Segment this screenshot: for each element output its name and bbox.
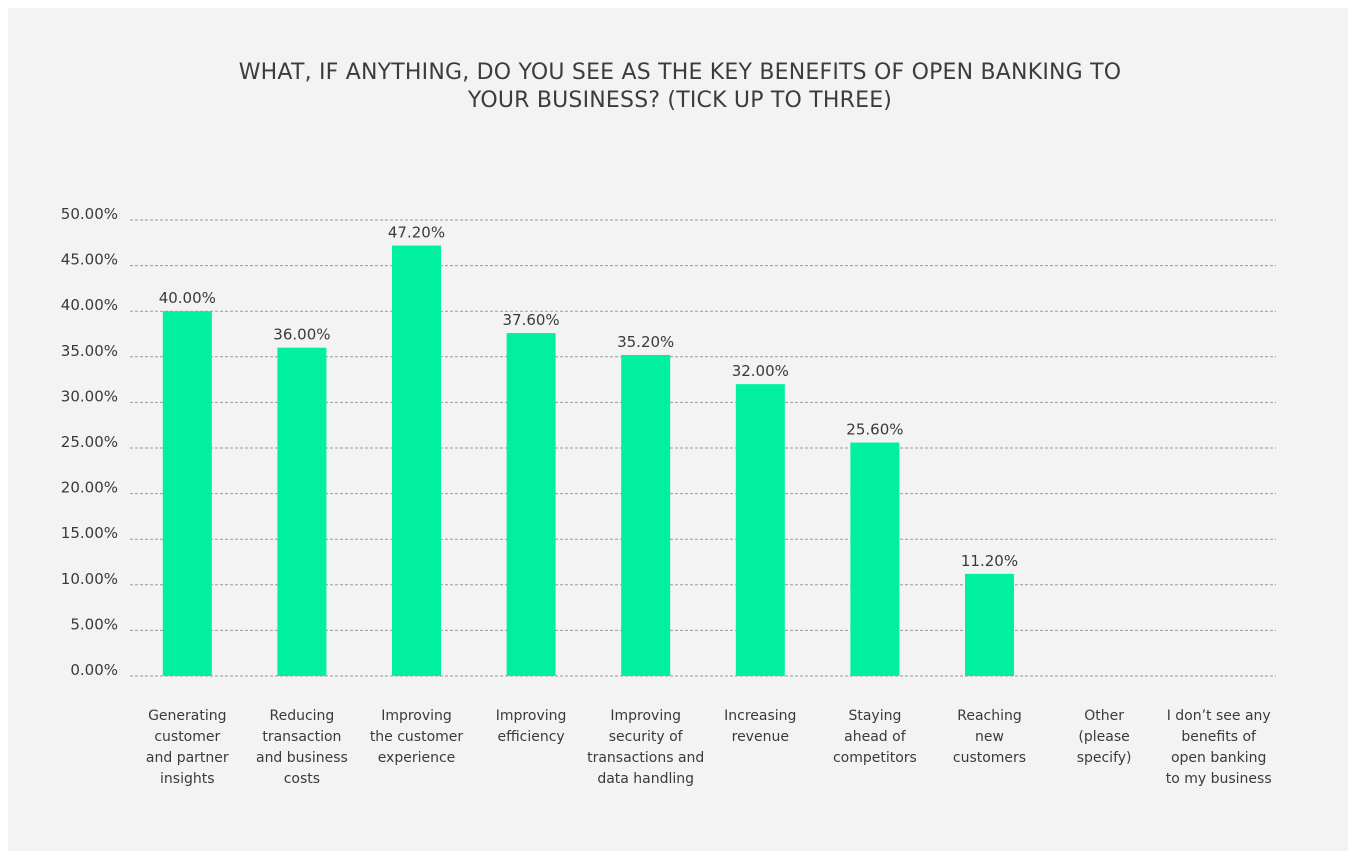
- y-axis-ticks: 0.00% 5.00% 10.00% 15.00% 20.00% 25.00% 30.00%…: [61, 205, 118, 679]
- x-tick-label-line: ahead of: [844, 729, 907, 745]
- x-tick-label-line: customers: [953, 750, 1026, 766]
- x-tick-label-line: and business: [256, 750, 348, 766]
- x-tick-label-line: (please: [1078, 729, 1129, 745]
- y-tick-label: 45.00%: [61, 251, 118, 269]
- x-tick-label-line: to my business: [1166, 771, 1272, 787]
- y-tick-label: 25.00%: [61, 433, 118, 451]
- x-tick-label: Improving efficiency: [496, 708, 567, 745]
- bar: [162, 311, 212, 676]
- x-tick-label-line: Reducing: [269, 708, 334, 724]
- x-tick-label-line: and partner: [146, 750, 229, 766]
- chart-title: WHAT, IF ANYTHING, DO YOU SEE AS THE KEY…: [239, 60, 1122, 113]
- data-labels: 40.00% 36.00% 47.20% 37.60% 35.20% 32.00% 25.6…: [159, 224, 1018, 570]
- bar: [850, 442, 900, 676]
- chart-title-line-2: YOUR BUSINESS? (TICK UP TO THREE): [467, 88, 892, 113]
- x-tick-label: Reaching new customers: [953, 708, 1026, 766]
- y-tick-label: 10.00%: [61, 570, 118, 588]
- x-tick-label-line: Generating: [148, 708, 226, 724]
- data-label: 40.00%: [159, 289, 216, 307]
- x-tick-label-line: Improving: [610, 708, 681, 724]
- x-tick-label-line: experience: [378, 750, 456, 766]
- x-tick-label-line: Improving: [381, 708, 452, 724]
- x-tick-label: I don’t see any benefits of open banking to…: [1166, 708, 1272, 787]
- y-tick-label: 50.00%: [61, 205, 118, 223]
- chart-panel: WHAT, IF ANYTHING, DO YOU SEE AS THE KEY…: [8, 8, 1348, 851]
- bars: [162, 245, 1014, 676]
- bar: [965, 573, 1014, 676]
- x-tick-label-line: Staying: [848, 708, 901, 724]
- y-tick-label: 40.00%: [61, 296, 118, 314]
- y-tick-label: 0.00%: [70, 661, 118, 679]
- data-label: 25.60%: [846, 421, 903, 439]
- x-tick-label-line: efficiency: [497, 729, 564, 745]
- x-tick-label: Other (please specify): [1077, 708, 1132, 766]
- x-tick-label: Reducing transaction and business costs: [256, 708, 348, 787]
- x-tick-label-line: open banking: [1171, 750, 1266, 766]
- y-tick-label: 30.00%: [61, 387, 118, 405]
- x-tick-label-line: specify): [1077, 750, 1132, 766]
- x-tick-label-line: the customer: [370, 729, 464, 745]
- y-tick-label: 35.00%: [61, 342, 118, 360]
- x-tick-label-line: security of: [609, 729, 684, 745]
- x-tick-label-line: Increasing: [724, 708, 796, 724]
- data-label: 35.20%: [617, 333, 674, 351]
- x-tick-label-line: customer: [154, 729, 220, 745]
- x-tick-label-line: data handling: [597, 771, 694, 787]
- bar: [735, 384, 785, 676]
- bar: [621, 354, 671, 676]
- x-tick-label-line: Improving: [496, 708, 567, 724]
- data-label: 37.60%: [502, 311, 559, 329]
- x-tick-label: Increasing revenue: [724, 708, 796, 745]
- x-tick-label-line: costs: [284, 771, 320, 787]
- bar: [277, 347, 327, 676]
- bar-chart: WHAT, IF ANYTHING, DO YOU SEE AS THE KEY…: [61, 60, 1276, 787]
- x-tick-label: Generating customer and partner insights: [146, 708, 229, 787]
- x-tick-label-line: transactions and: [587, 750, 704, 766]
- x-tick-label: Staying ahead of competitors: [833, 708, 917, 766]
- x-tick-label-line: new: [975, 729, 1004, 745]
- x-tick-label-line: Other: [1084, 708, 1124, 724]
- bar: [392, 245, 441, 676]
- data-label: 36.00%: [273, 326, 330, 344]
- x-tick-label-line: competitors: [833, 750, 917, 766]
- x-tick-label-line: transaction: [262, 729, 341, 745]
- x-tick-label: Improving security of transactions and data…: [587, 708, 704, 787]
- x-tick-label-line: I don’t see any: [1167, 708, 1271, 724]
- x-tick-label-line: revenue: [732, 729, 789, 745]
- y-tick-label: 20.00%: [61, 479, 118, 497]
- chart-title-line-1: WHAT, IF ANYTHING, DO YOU SEE AS THE KEY…: [239, 60, 1122, 85]
- data-label: 11.20%: [961, 552, 1018, 570]
- data-label: 47.20%: [388, 224, 445, 242]
- x-tick-label-line: benefits of: [1181, 729, 1257, 745]
- x-axis-labels: Generating customer and partner insights Red…: [146, 708, 1272, 787]
- x-tick-label-line: Reaching: [957, 708, 1022, 724]
- y-tick-label: 15.00%: [61, 524, 118, 542]
- bar: [506, 333, 556, 676]
- x-tick-label: Improving the customer experience: [370, 708, 464, 766]
- data-label: 32.00%: [732, 362, 789, 380]
- y-tick-label: 5.00%: [70, 615, 118, 633]
- x-tick-label-line: insights: [160, 771, 215, 787]
